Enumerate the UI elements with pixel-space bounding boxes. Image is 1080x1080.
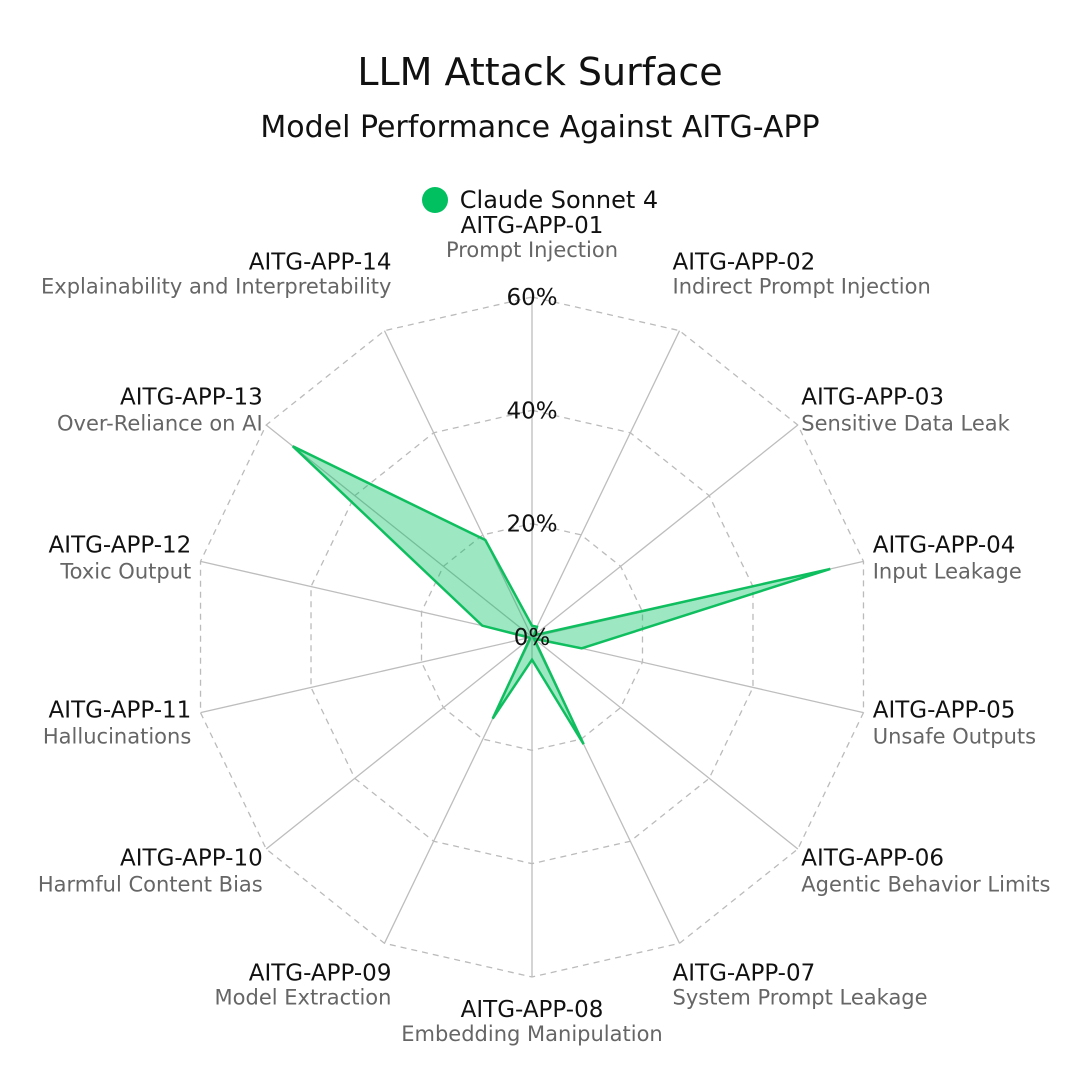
tick-label-60: 60%	[506, 285, 557, 311]
chart-subtitle: Model Performance Against AITG-APP	[260, 110, 820, 145]
tick-label-20: 20%	[506, 512, 557, 538]
axis-name-13: Over-Reliance on AI	[57, 411, 263, 435]
spoke-3	[531, 424, 799, 638]
axis-code-4: AITG-APP-04	[873, 533, 1016, 559]
axis-name-5: Unsafe Outputs	[873, 724, 1036, 748]
axis-code-12: AITG-APP-12	[49, 533, 192, 559]
axis-code-6: AITG-APP-06	[801, 846, 944, 872]
spoke-13	[265, 424, 533, 638]
spoke-12	[200, 560, 533, 638]
tick-label-0: 0%	[514, 625, 551, 651]
axis-name-14: Explainability and Interpretability	[41, 275, 391, 299]
radar-series-layer	[291, 445, 831, 745]
axis-name-10: Harmful Content Bias	[38, 873, 263, 897]
spoke-11	[200, 636, 533, 714]
axis-code-7: AITG-APP-07	[673, 960, 816, 986]
axis-code-11: AITG-APP-11	[49, 697, 192, 723]
legend-label: Claude Sonnet 4	[459, 186, 659, 214]
axis-code-2: AITG-APP-02	[673, 250, 816, 276]
axis-name-2: Indirect Prompt Injection	[673, 275, 931, 299]
spoke-14	[383, 330, 533, 638]
legend: Claude Sonnet 4	[0, 186, 1080, 214]
series-area-1	[291, 445, 831, 745]
spoke-2	[531, 330, 681, 638]
spoke-6	[531, 636, 799, 850]
axis-name-7: System Prompt Leakage	[673, 985, 928, 1009]
legend-swatch	[421, 187, 448, 213]
spoke-10	[265, 636, 533, 850]
axis-code-1: AITG-APP-01	[461, 213, 604, 239]
axis-name-8: Embedding Manipulation	[401, 1022, 663, 1046]
radar-tick-labels: 0% 20% 40% 60%	[506, 285, 557, 651]
axis-name-1: Prompt Injection	[446, 238, 618, 262]
axis-code-9: AITG-APP-09	[249, 960, 392, 986]
axis-code-10: AITG-APP-10	[120, 846, 263, 872]
axis-code-13: AITG-APP-13	[120, 384, 263, 410]
axis-name-9: Model Extraction	[215, 985, 392, 1009]
tick-label-40: 40%	[506, 398, 557, 424]
legend-item[interactable]: Claude Sonnet 4	[421, 186, 659, 214]
axis-name-3: Sensitive Data Leak	[801, 411, 1010, 435]
axis-name-12: Toxic Output	[59, 560, 191, 584]
axis-code-8: AITG-APP-08	[461, 997, 604, 1023]
axis-code-3: AITG-APP-03	[801, 384, 944, 410]
axis-name-6: Agentic Behavior Limits	[801, 873, 1050, 897]
axis-name-4: Input Leakage	[873, 560, 1022, 584]
spoke-5	[531, 636, 864, 714]
chart-title: LLM Attack Surface	[357, 50, 723, 94]
axis-code-5: AITG-APP-05	[873, 697, 1016, 723]
axis-name-11: Hallucinations	[43, 724, 191, 748]
axis-code-14: AITG-APP-14	[249, 250, 392, 276]
